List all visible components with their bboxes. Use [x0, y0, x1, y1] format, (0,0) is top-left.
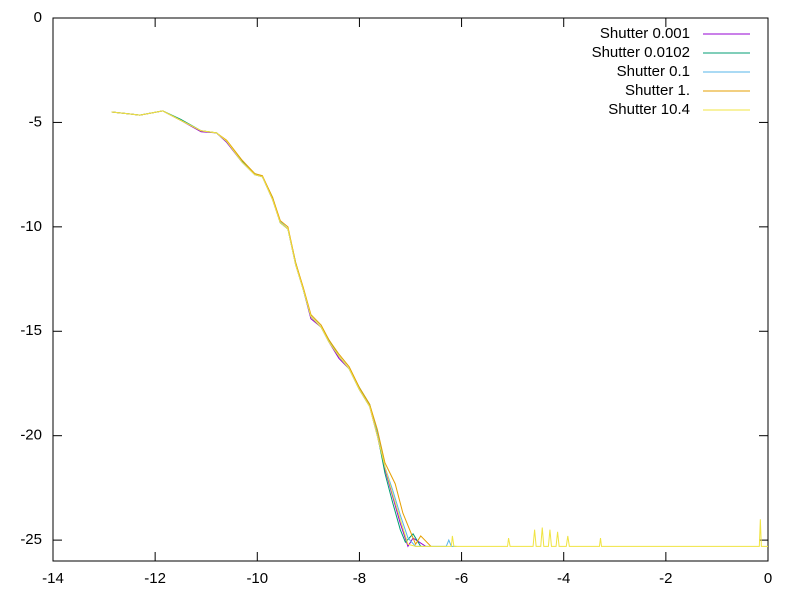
- series-line: [111, 110, 432, 547]
- legend-label: Shutter 10.4: [608, 101, 690, 118]
- legend-label: Shutter 0.0102: [592, 44, 690, 61]
- series-line: [111, 110, 427, 548]
- y-tick-label: -5: [29, 113, 42, 130]
- legend-label: Shutter 0.001: [600, 25, 690, 42]
- x-tick-label: 0: [764, 570, 772, 587]
- y-tick-label: -15: [20, 322, 42, 339]
- y-tick-label: -25: [20, 531, 42, 548]
- x-tick-label: -14: [42, 570, 64, 587]
- x-tick-label: -6: [455, 570, 468, 587]
- y-tick-label: 0: [34, 9, 42, 26]
- x-tick-label: -4: [557, 570, 570, 587]
- x-tick-label: -2: [659, 570, 672, 587]
- y-tick-label: -10: [20, 218, 42, 235]
- series-line: [111, 110, 768, 547]
- series-line: [111, 110, 422, 547]
- plot-frame: [52, 17, 769, 562]
- x-tick-label: -10: [246, 570, 268, 587]
- x-tick-label: -12: [144, 570, 166, 587]
- series-line: [111, 110, 457, 547]
- legend-label: Shutter 0.1: [617, 63, 690, 80]
- x-tick-label: -8: [353, 570, 366, 587]
- legend-label: Shutter 1.: [625, 82, 690, 99]
- y-tick-label: -20: [20, 427, 42, 444]
